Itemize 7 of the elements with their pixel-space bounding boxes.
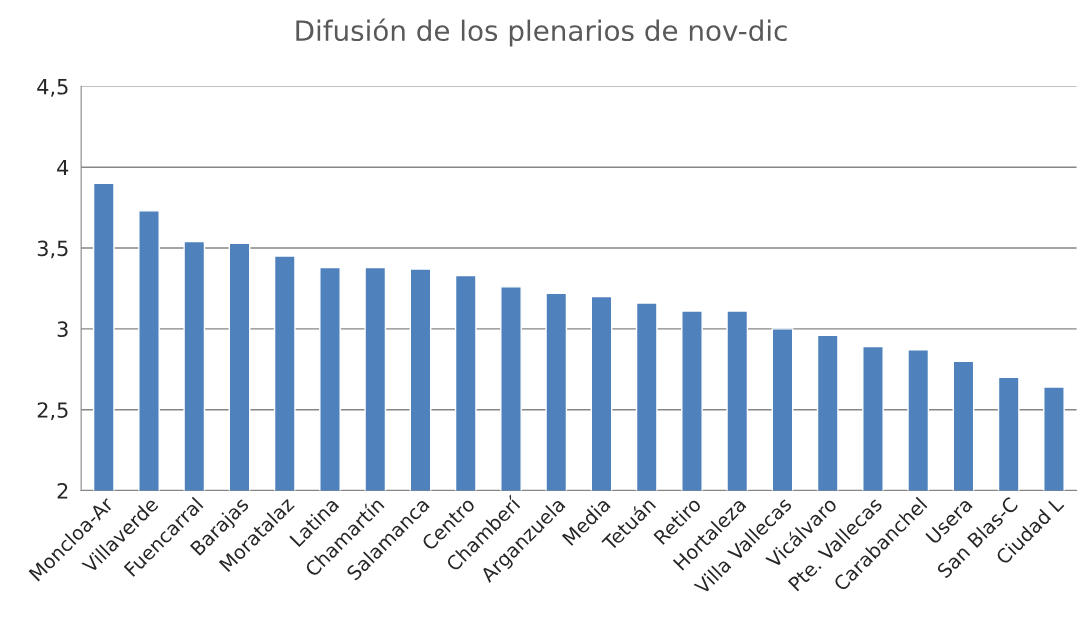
y-tick-label: 4 [57, 159, 69, 176]
y-tick-label: 3 [57, 321, 68, 338]
y-tick-label: 3,5 [37, 240, 68, 259]
y-tick-label: 4,5 [37, 79, 68, 97]
y-tick-label: 2 [57, 482, 68, 499]
y-tick-label: 2,5 [37, 402, 68, 421]
chart-title: Difusión de los plenarios de nov-dic [296, 18, 787, 47]
